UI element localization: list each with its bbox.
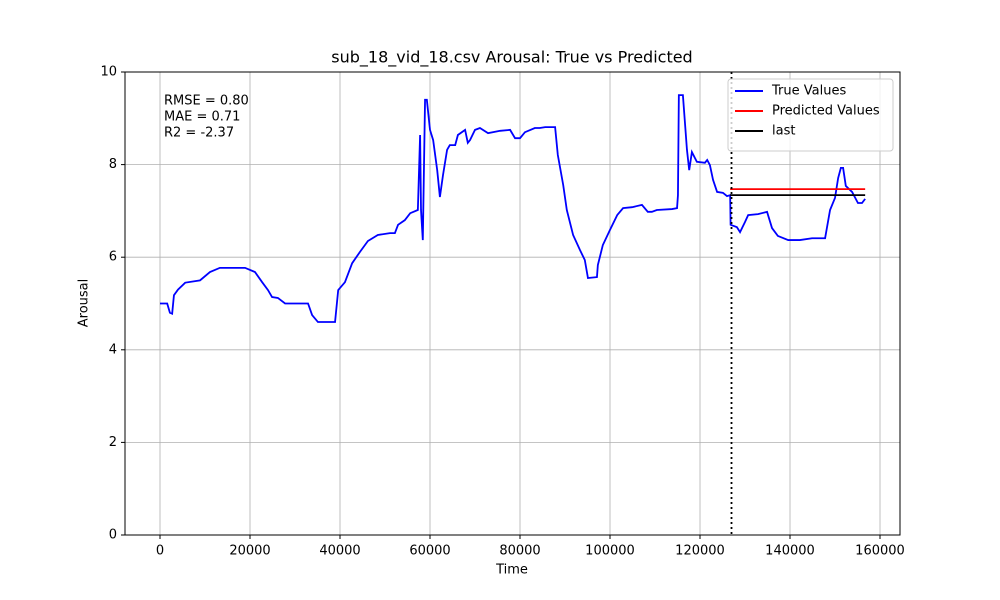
x-tick-label: 160000 (855, 544, 905, 559)
legend-label: True Values (771, 84, 846, 99)
y-axis-label: Arousal (77, 279, 92, 328)
y-tick-label: 4 (109, 342, 117, 357)
plot-frame (124, 71, 901, 536)
x-tick-label: 60000 (409, 544, 450, 559)
x-tick-label: 40000 (319, 544, 360, 559)
data-line (160, 94, 866, 323)
y-tick-label: 0 (109, 528, 117, 543)
x-tick-label: 120000 (675, 544, 725, 559)
x-axis-label: Time (495, 563, 528, 578)
annotation: RMSE = 0.80 (164, 94, 249, 109)
annotation: MAE = 0.71 (164, 110, 240, 125)
legend-label: Predicted Values (772, 104, 880, 119)
x-tick-label: 0 (156, 544, 164, 559)
annotation: R2 = -2.37 (164, 126, 234, 141)
y-tick-label: 10 (100, 65, 117, 80)
x-tick-label: 100000 (585, 544, 635, 559)
x-tick-label: 140000 (765, 544, 815, 559)
x-tick-label: 80000 (499, 544, 540, 559)
y-tick-label: 2 (109, 435, 117, 450)
legend-box (727, 78, 894, 152)
x-tick-label: 20000 (229, 544, 270, 559)
legend-label: last (772, 124, 795, 139)
y-tick-label: 6 (109, 250, 117, 265)
chart-title: sub_18_vid_18.csv Arousal: True vs Predi… (331, 48, 692, 68)
y-tick-label: 8 (109, 157, 117, 172)
legend: True Values Predicted Values last (727, 78, 894, 152)
